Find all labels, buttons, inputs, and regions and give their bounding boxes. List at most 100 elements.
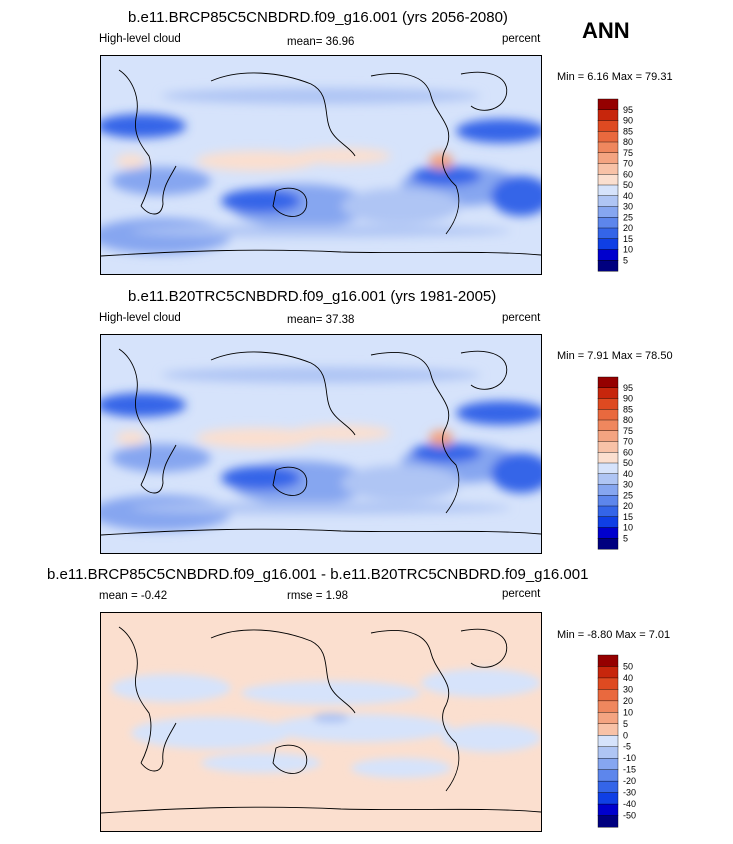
- colorbar-bin: [597, 249, 619, 261]
- panel-2-units: percent: [502, 312, 541, 324]
- colorbar-bin: [597, 712, 619, 725]
- colorbar-tick-label: 40: [623, 191, 633, 201]
- colorbar-tick-label: 20: [623, 501, 633, 511]
- colorbar-tick-label: 85: [623, 404, 633, 414]
- colorbar-bin: [597, 505, 619, 518]
- colorbar-bin: [597, 495, 619, 507]
- colorbar-bin: [597, 238, 619, 251]
- colorbar-tick-label: 80: [623, 137, 633, 147]
- colorbar-bin: [597, 484, 619, 496]
- colorbar-tick-label: 5: [623, 719, 628, 729]
- colorbar-bin: [597, 109, 619, 122]
- panel-1-map: [100, 55, 542, 275]
- colorbar-bin: [597, 769, 619, 782]
- colorbar-tick-label: -30: [623, 788, 636, 798]
- colorbar-tick-label: 10: [623, 523, 633, 533]
- panel-3-rmse: rmse = 1.98: [287, 590, 349, 602]
- colorbar-tick-label: -40: [623, 799, 636, 809]
- colorbar-bin: [597, 419, 619, 432]
- colorbar-tick-label: 95: [623, 105, 633, 115]
- panel-1-coastlines: [101, 69, 541, 257]
- colorbar-bin: [597, 527, 619, 539]
- colorbar-tick-label: 20: [623, 223, 633, 233]
- colorbar-tick-label: -10: [623, 753, 636, 763]
- colorbar-tick-label: 30: [623, 202, 633, 212]
- colorbar-bin: [597, 654, 619, 667]
- colorbar-tick-label: 75: [623, 148, 633, 158]
- panel-2-field: [101, 367, 541, 531]
- colorbar-tick-label: 15: [623, 512, 633, 522]
- colorbar-bin: [597, 184, 619, 197]
- panel-2-coastlines: [101, 348, 541, 536]
- colorbar-bin: [597, 538, 619, 550]
- colorbar-bin: [597, 666, 619, 679]
- colorbar-tick-label: 30: [623, 684, 633, 694]
- panel-3-map: [100, 612, 542, 832]
- panel-2-minmax: Min = 7.91 Max = 78.50: [557, 350, 673, 362]
- colorbar-bin: [597, 195, 619, 208]
- colorbar-tick-label: 50: [623, 180, 633, 190]
- colorbar-tick-label: -20: [623, 776, 636, 786]
- colorbar-bin: [597, 430, 619, 443]
- colorbar-bin: [597, 780, 619, 794]
- colorbar-bin: [597, 700, 619, 713]
- panel-3-mean: mean = -0.42: [99, 590, 168, 602]
- panel-1-mean: mean= 36.96: [287, 36, 355, 48]
- panel-3-field: [111, 669, 541, 778]
- panel-2-variable-label: High-level cloud: [99, 312, 181, 324]
- colorbar-tick-label: 5: [623, 255, 628, 265]
- colorbar-bin: [597, 803, 619, 817]
- colorbar-bin: [597, 409, 619, 421]
- colorbar-tick-label: 40: [623, 673, 633, 683]
- colorbar-bin: [597, 689, 619, 702]
- colorbar-tick-label: 90: [623, 116, 633, 126]
- colorbar-bin: [597, 441, 619, 453]
- colorbar-tick-label: 10: [623, 245, 633, 255]
- colorbar-tick-label: 70: [623, 437, 633, 447]
- colorbar-bin: [597, 227, 619, 240]
- colorbar-bin: [597, 206, 619, 218]
- colorbar-bin: [597, 152, 619, 165]
- colorbar-tick-label: 0: [623, 730, 628, 740]
- panel-1-minmax: Min = 6.16 Max = 79.31: [557, 71, 673, 83]
- colorbar-tick-label: 60: [623, 169, 633, 179]
- colorbar-bin: [597, 260, 619, 272]
- panel-2-map: [100, 334, 542, 554]
- colorbar-tick-label: -15: [623, 765, 636, 775]
- panel-3-coastlines: [101, 626, 541, 814]
- panel-3-map-svg: [101, 613, 541, 831]
- colorbar-tick-label: 70: [623, 159, 633, 169]
- colorbar-tick-label: 95: [623, 383, 633, 393]
- colorbar-tick-label: 40: [623, 469, 633, 479]
- colorbar-bin: [597, 131, 619, 143]
- colorbar-tick-label: 30: [623, 480, 633, 490]
- colorbar-tick-label: 90: [623, 394, 633, 404]
- colorbar-tick-label: 60: [623, 447, 633, 457]
- colorbar-bin: [597, 376, 619, 389]
- panel-1-units: percent: [502, 33, 541, 45]
- colorbar-tick-label: -50: [623, 811, 636, 821]
- colorbar-bin: [597, 792, 619, 805]
- colorbar-bin: [597, 757, 619, 771]
- colorbar-bin: [597, 452, 619, 464]
- colorbar-tick-label: 15: [623, 234, 633, 244]
- colorbar-tick-label: 80: [623, 415, 633, 425]
- colorbar-bin: [597, 815, 619, 828]
- panel-1-map-svg: [101, 56, 541, 274]
- panel-3-units: percent: [502, 588, 541, 600]
- colorbar-bin: [597, 141, 619, 154]
- colorbar-bin: [597, 174, 619, 186]
- panel-2-colorbar: 95 90 85 80 75 70 60 50 40 30 25 20 15 10 5: [597, 376, 638, 552]
- colorbar-bin: [597, 473, 619, 486]
- colorbar-bin: [597, 723, 619, 736]
- colorbar-tick-label: 75: [623, 426, 633, 436]
- colorbar-bin: [597, 746, 619, 759]
- colorbar-bin: [597, 217, 619, 229]
- panel-3-minmax: Min = -8.80 Max = 7.01: [557, 629, 671, 641]
- colorbar-bin: [597, 387, 619, 400]
- colorbar-tick-label: 50: [623, 458, 633, 468]
- colorbar-bin: [597, 98, 619, 111]
- panel-1-colorbar: 95 90 85 80 75 70 60 50 40 30 25 20 15 10 5: [597, 98, 638, 274]
